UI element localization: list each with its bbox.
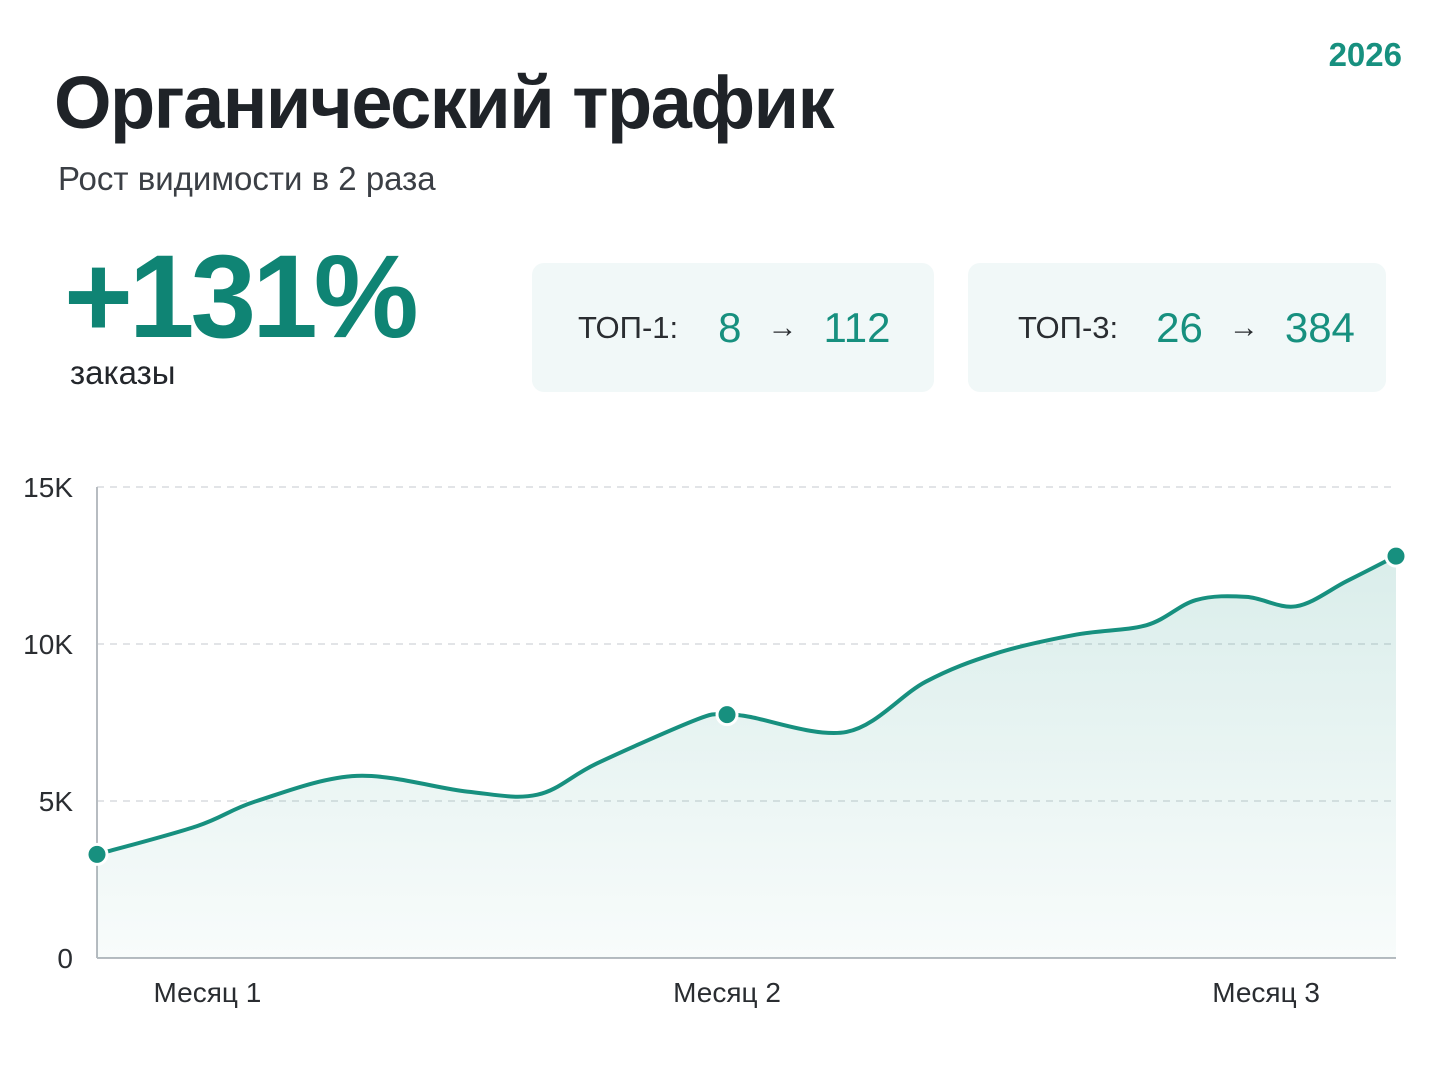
x-tick-label: Месяц 1 bbox=[154, 977, 262, 1008]
orders-growth-value: +131% bbox=[64, 231, 419, 363]
data-point-marker bbox=[715, 703, 739, 727]
series-line bbox=[95, 554, 1398, 857]
y-tick-label: 5K bbox=[39, 786, 74, 817]
page-title: Органический трафик bbox=[54, 61, 835, 144]
top3-label: ТОП-3: bbox=[1018, 309, 1119, 345]
traffic-area-chart: 0 5K 10K 15K Месяц 1 Месяц 2 Месяц 3 bbox=[23, 472, 1408, 1008]
x-tick-label: Месяц 2 bbox=[673, 977, 781, 1008]
data-point-marker bbox=[85, 842, 109, 866]
data-point-marker bbox=[1384, 544, 1408, 568]
y-tick-label: 15K bbox=[23, 472, 73, 503]
top1-label: ТОП-1: bbox=[578, 309, 679, 345]
series-area bbox=[97, 556, 1396, 958]
year-label: 2026 bbox=[1328, 36, 1402, 73]
arrow-right-icon: → bbox=[767, 310, 798, 344]
top1-from-value: 8 bbox=[718, 303, 742, 351]
page-subtitle: Рост видимости в 2 раза bbox=[58, 160, 436, 197]
top3-to-value: 384 bbox=[1284, 303, 1355, 351]
top3-card: ТОП-3: 26 → 384 bbox=[968, 263, 1386, 392]
y-tick-label: 0 bbox=[57, 943, 73, 974]
top1-card: ТОП-1: 8 → 112 bbox=[532, 263, 934, 392]
orders-growth-label: заказы bbox=[70, 354, 176, 391]
y-tick-label: 10K bbox=[23, 629, 73, 660]
arrow-right-icon: → bbox=[1228, 310, 1259, 344]
x-tick-label: Месяц 3 bbox=[1212, 977, 1320, 1008]
top1-to-value: 112 bbox=[823, 303, 891, 351]
top3-from-value: 26 bbox=[1156, 303, 1203, 351]
